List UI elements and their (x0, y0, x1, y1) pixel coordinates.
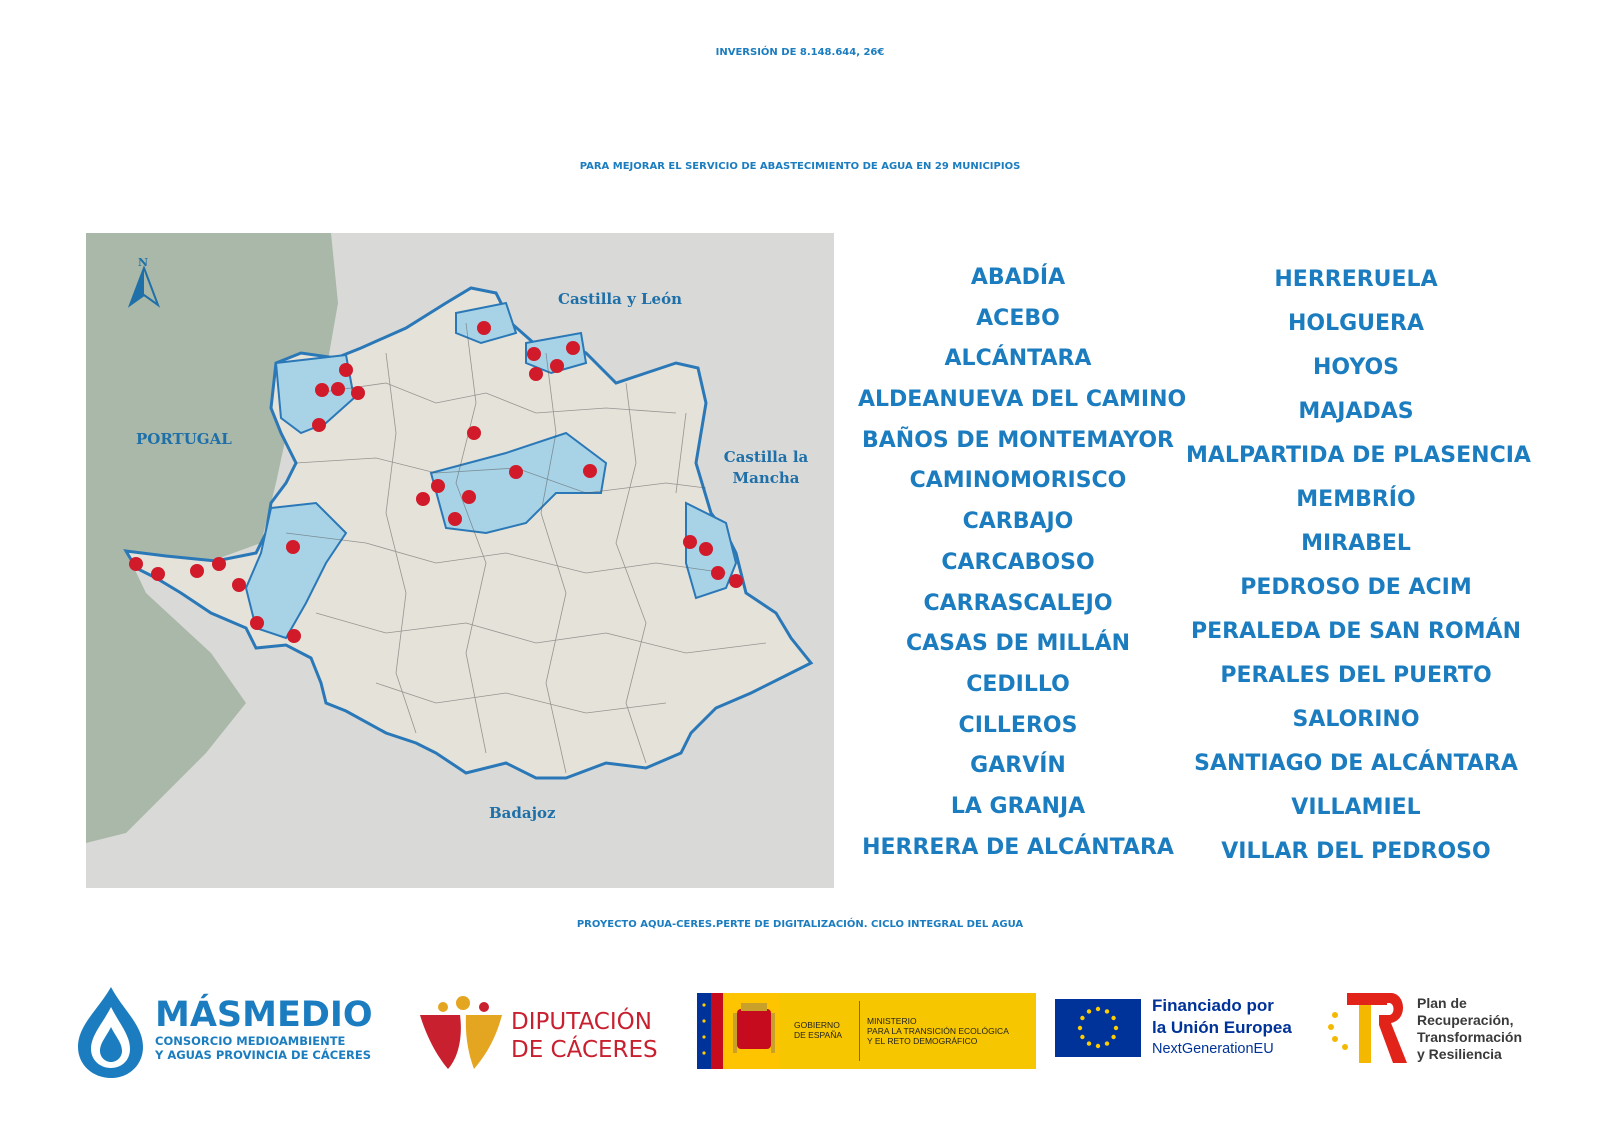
map-marker (527, 347, 541, 361)
map-marker (190, 564, 204, 578)
map-marker (477, 321, 491, 335)
ministerio-text: MINISTERIO PARA LA TRANSICIÓN ECOLÓGICA Y … (867, 1016, 1009, 1046)
map-marker (729, 574, 743, 588)
map-marker (699, 542, 713, 556)
map-marker (315, 383, 329, 397)
municipality-item: ALDEANUEVA DEL CAMINO (858, 387, 1187, 413)
map-marker (448, 512, 462, 526)
municipality-item: HOYOS (1312, 355, 1400, 380)
municipality-item: SALORINO (1292, 707, 1420, 732)
municipality-item: CEDILLO (966, 671, 1070, 697)
municipality-item: MIRABEL (1301, 531, 1411, 556)
eu-flag-icon (1055, 999, 1141, 1057)
zone-center (429, 431, 608, 535)
spain-flag-shield-icon (697, 993, 779, 1069)
north-arrow-icon (127, 265, 161, 308)
map-marker (286, 540, 300, 554)
map-marker (550, 359, 564, 373)
map-markers (129, 321, 743, 643)
municipality-item: PERALES DEL PUERTO (1220, 663, 1492, 688)
map-marker (683, 535, 697, 549)
municipality-item: ALCÁNTARA (944, 346, 1092, 372)
map-marker (129, 557, 143, 571)
map-marker (232, 578, 246, 592)
municipality-item: VILLAMIEL (1291, 795, 1421, 820)
municipality-item: CILLEROS (958, 712, 1078, 738)
municipality-item: CARCABOSO (941, 549, 1095, 575)
map-marker (509, 465, 523, 479)
diputacion-name: DIPUTACIÓN DE CÁCERES (511, 1009, 658, 1063)
map-marker (287, 629, 301, 643)
map-marker (431, 479, 445, 493)
gobierno-espana-logo: GOBIERNO DE ESPAÑA MINISTERIO PARA LA TRAN… (697, 993, 1036, 1069)
municipality-list-1: ABADÍA ACEBO ALCÁNTARA ALDEANUEVA DEL CAMIN… (858, 258, 1187, 868)
municipality-item: HERRERUELA (1274, 267, 1438, 292)
label-portugal: PORTUGAL (136, 430, 232, 448)
map-marker (583, 464, 597, 478)
municipality-item: VILLAR DEL PEDROSO (1221, 839, 1491, 864)
north-label: N (138, 256, 149, 269)
map-marker (416, 492, 430, 506)
municipality-item: MAJADAS (1298, 399, 1414, 424)
headline-title: INVERSIÓN DE 8.148.644, 26€ (715, 47, 885, 58)
municipality-item: PERALEDA DE SAN ROMÁN (1191, 619, 1521, 644)
municipality-item: CASAS DE MILLÁN (905, 631, 1131, 657)
municipality-item: HOLGUERA (1287, 311, 1425, 336)
masmedio-name: MÁSMEDIO (155, 995, 373, 1035)
gobierno-text: GOBIERNO DE ESPAÑA (794, 1020, 843, 1040)
map-marker (711, 566, 725, 580)
municipality-item: LA GRANJA (950, 793, 1086, 819)
masmedio-subtitle: CONSORCIO MEDIOAMBIENTE Y AGUAS PROVINCIA… (155, 1034, 372, 1063)
municipality-item: ABADÍA (970, 265, 1066, 290)
municipality-item: GARVÍN (970, 753, 1066, 779)
zone-northwest (274, 353, 356, 435)
label-badajoz: Badajoz (489, 804, 556, 822)
water-drop-icon (78, 987, 143, 1078)
municipality-item: PEDROSO DE ACIM (1240, 575, 1472, 600)
diputacion-logo: DIPUTACIÓN DE CÁCERES (418, 993, 668, 1073)
gobierno-divider (859, 1001, 860, 1061)
province-map: N PORTUGAL Castilla y León Castilla la Ma… (86, 233, 834, 888)
municipality-item: CAMINOMORISCO (909, 468, 1127, 494)
map-marker (351, 386, 365, 400)
map-marker (339, 363, 353, 377)
municipality-item: CARBAJO (962, 509, 1074, 535)
map-graphic (86, 233, 814, 843)
eu-funding-text: Financiado por la Unión Europea NextGene… (1152, 996, 1292, 1057)
municipality-item: MALPARTIDA DE PLASENCIA (1186, 443, 1531, 468)
map-marker (250, 616, 264, 630)
map-marker (312, 418, 326, 432)
headline-subtitle: PARA MEJORAR EL SERVICIO DE ABASTECIMIEN… (579, 161, 1021, 172)
logo-bar: MÁSMEDIO CONSORCIO MEDIOAMBIENTE Y AGUAS … (0, 985, 1600, 1095)
map-marker (331, 382, 345, 396)
municipality-item: BAÑOS DE MONTEMAYOR (861, 427, 1174, 453)
municipality-item: CARRASCALEJO (923, 590, 1113, 616)
map-marker (529, 367, 543, 381)
municipality-item: HERRERA DE ALCÁNTARA (862, 834, 1174, 860)
municipality-item: ACEBO (976, 305, 1060, 331)
municipality-item: MEMBRÍO (1296, 487, 1416, 512)
masmedio-logo: MÁSMEDIO CONSORCIO MEDIOAMBIENTE Y AGUAS … (73, 985, 393, 1080)
map-marker (467, 426, 481, 440)
map-marker (212, 557, 226, 571)
map-marker (566, 341, 580, 355)
municipality-item: SANTIAGO DE ALCÁNTARA (1194, 751, 1518, 776)
label-castilla-leon: Castilla y León (558, 290, 683, 308)
project-title: PROYECTO AQUA-CERES.PERTE DE DIGITALIZAC… (576, 919, 1024, 930)
zone-west (244, 501, 348, 640)
map-marker (151, 567, 165, 581)
prtr-logo: Plan de Recuperación, Transformación y R… (1325, 985, 1555, 1075)
eu-logo: Financiado por la Unión Europea NextGene… (1055, 985, 1315, 1070)
diputacion-emblem-icon (420, 996, 502, 1069)
prtr-emblem-icon (1328, 993, 1407, 1063)
map-marker (462, 490, 476, 504)
municipality-list-2: HERRERUELA HOLGUERA HOYOS MAJADAS MALPARTIDA… (1186, 258, 1531, 874)
label-castilla-mancha: Castilla la Mancha (723, 448, 809, 487)
prtr-text: Plan de Recuperación, Transformación y R… (1417, 995, 1523, 1063)
